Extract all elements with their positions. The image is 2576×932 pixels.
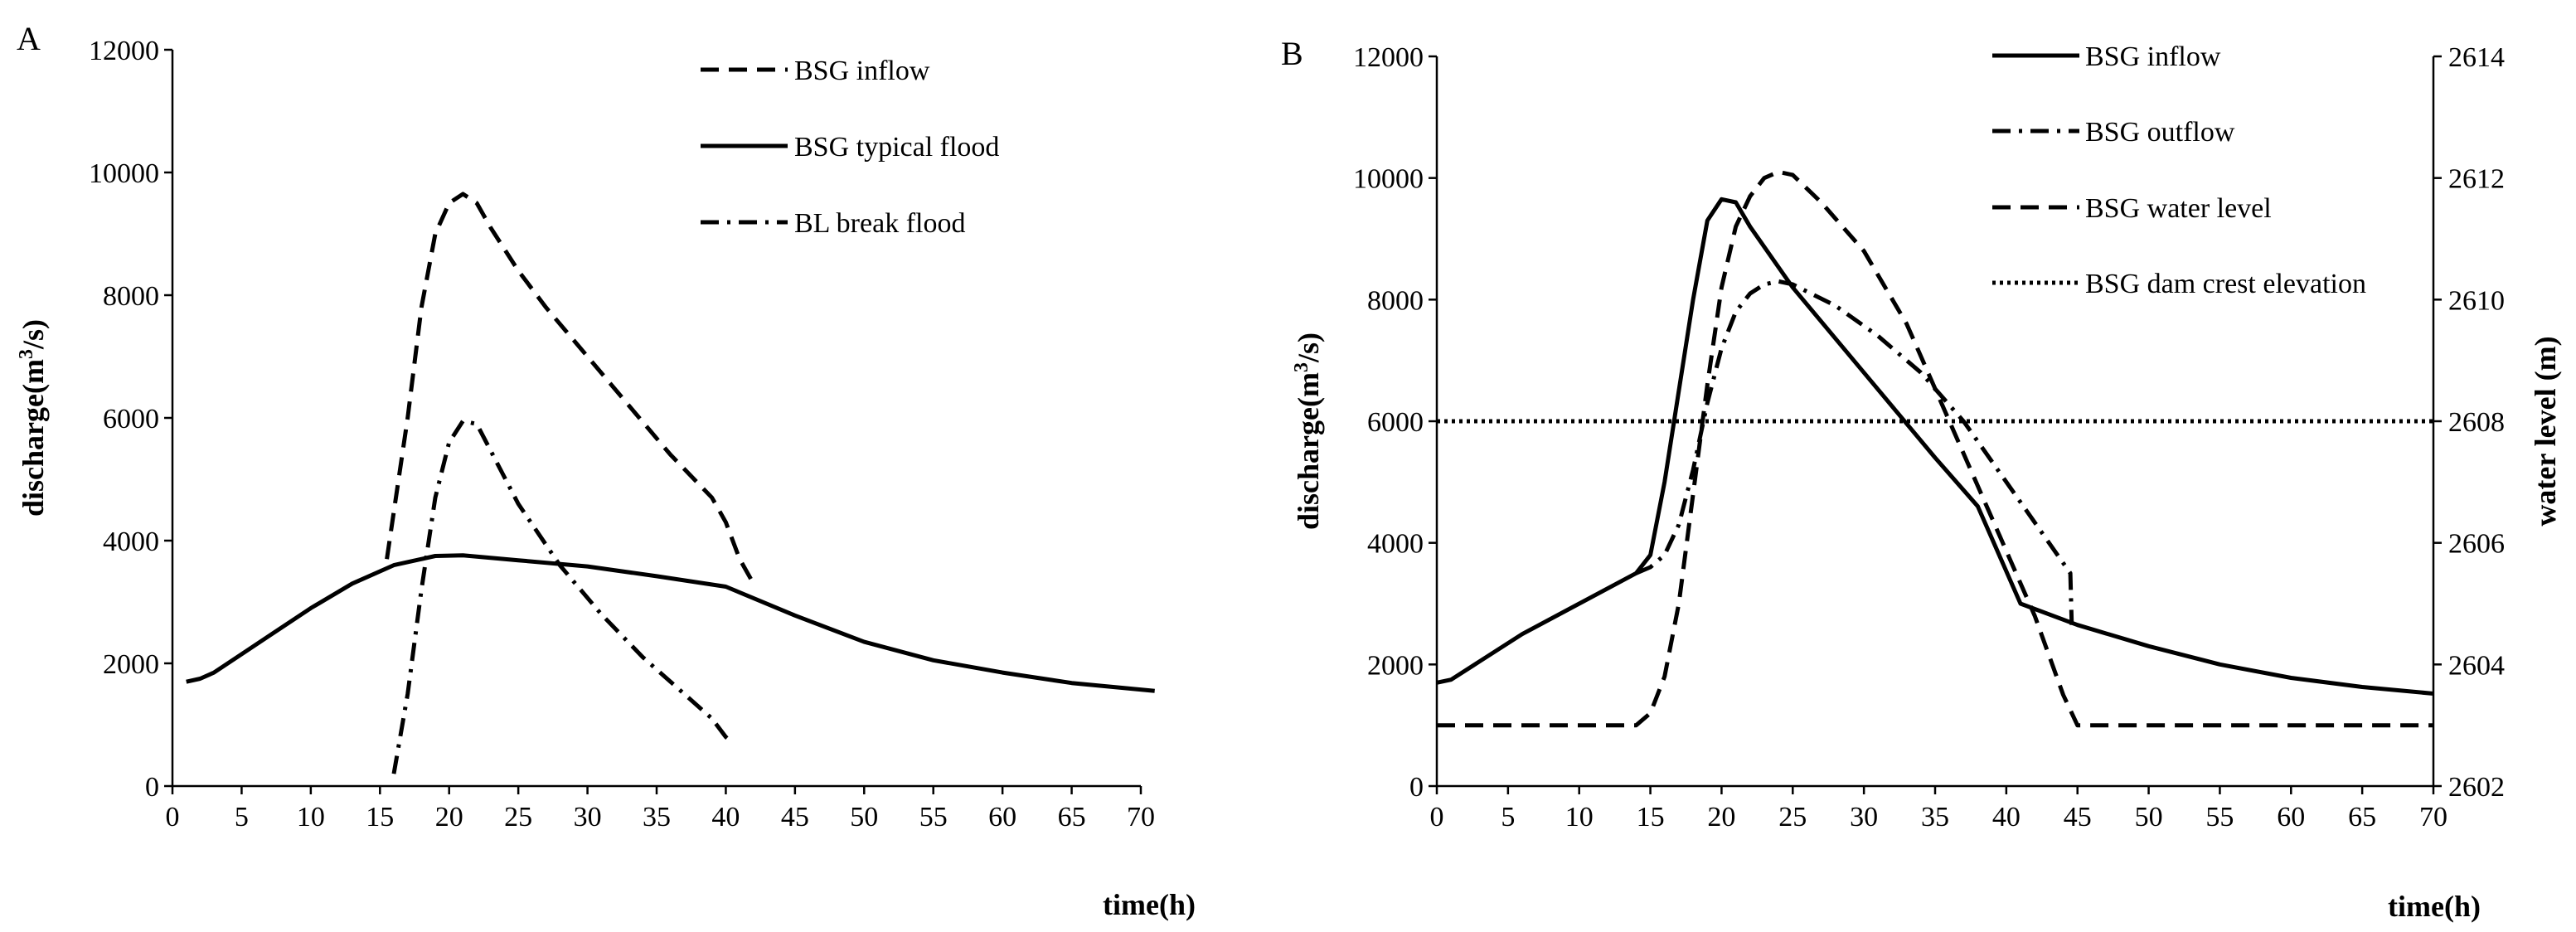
panel-a-x-ticks: 0 5 10 15 20 25 30 35 40 45 50 55 60 65 70	[166, 786, 1155, 832]
y-tick-label: 0	[1409, 772, 1424, 803]
y-tick-label: 8000	[103, 281, 159, 312]
x-tick-label: 65	[1058, 802, 1086, 832]
panel-letter-b: B	[1281, 35, 1303, 72]
panel-a-x-axis-title: time(h)	[1103, 888, 1196, 921]
x-tick-label: 50	[850, 802, 878, 832]
x-tick-label: 0	[1430, 802, 1444, 832]
panel-b-y2-ticks: 2602 2604 2606 2608 2610 2612 2614	[2433, 42, 2505, 803]
x-tick-label: 60	[2277, 802, 2305, 832]
panel-b-series	[1436, 169, 2434, 728]
panel-b-legend: BSG inflow BSG outflow BSG water level B…	[1992, 41, 2366, 299]
panel-a-y-ticks: 0 2000 4000 6000 8000 10000 12000	[89, 36, 172, 803]
x-tick-label: 20	[435, 802, 463, 832]
y-tick-label: 6000	[103, 404, 159, 434]
x-tick-label: 30	[1850, 802, 1878, 832]
x-tick-label: 55	[919, 802, 948, 832]
x-tick-label: 30	[574, 802, 602, 832]
series-line-bsg-inflow	[1436, 197, 2434, 696]
x-tick-label: 5	[1501, 802, 1515, 832]
panel-a-y-axis-title: discharge(m3/s)	[16, 319, 50, 517]
legend-label: BSG inflow	[2085, 41, 2221, 72]
panel-a-legend: BSG inflow BSG typical flood BL break fl…	[701, 56, 999, 239]
x-tick-label: 0	[166, 802, 180, 832]
panel-a-series	[186, 192, 1155, 774]
x-tick-label: 40	[711, 802, 740, 832]
y2-tick-label: 2606	[2448, 529, 2505, 560]
x-tick-label: 20	[1707, 802, 1735, 832]
panel-b-x-ticks: 0 5 10 15 20 25 30 35 40 45 50 55 60 65 70	[1430, 786, 2447, 832]
y2-tick-label: 2608	[2448, 407, 2505, 438]
legend-label: BSG dam crest elevation	[2085, 269, 2366, 299]
x-tick-label: 25	[1778, 802, 1807, 832]
x-tick-label: 15	[366, 802, 394, 832]
y-tick-label: 8000	[1367, 285, 1424, 316]
legend-label: BL break flood	[794, 208, 965, 239]
y-tick-label: 12000	[1353, 42, 1424, 73]
legend-label: BSG inflow	[794, 56, 930, 86]
x-tick-label: 60	[988, 802, 1016, 832]
y2-tick-label: 2602	[2448, 772, 2505, 803]
y-tick-label: 2000	[1367, 650, 1424, 681]
x-tick-label: 45	[2064, 802, 2092, 832]
chart-panel-a: A 0 5 10 15 20 25 30 35 40 45 50 55 60 65 70 0 2000 4000…	[16, 20, 1196, 921]
y-tick-label: 4000	[1367, 529, 1424, 560]
y-tick-label: 10000	[1353, 164, 1424, 195]
x-tick-label: 65	[2348, 802, 2376, 832]
x-tick-label: 5	[235, 802, 249, 832]
panel-letter-a: A	[17, 20, 41, 57]
series-line-bsg-inflow	[385, 192, 755, 585]
y2-tick-label: 2614	[2448, 42, 2505, 73]
panel-b-x-axis-title: time(h)	[2388, 890, 2481, 923]
legend-entry-bsg-inflow: BSG inflow	[1992, 41, 2221, 72]
x-tick-label: 15	[1637, 802, 1665, 832]
panel-b-y-axis-title: discharge(m3/s)	[1291, 333, 1325, 530]
y-tick-label: 2000	[103, 649, 159, 680]
x-tick-label: 35	[643, 802, 671, 832]
x-tick-label: 45	[781, 802, 809, 832]
y-tick-label: 6000	[1367, 407, 1424, 438]
series-line-bl-break-flood	[391, 419, 735, 774]
legend-label: BSG outflow	[2085, 117, 2235, 148]
legend-label: BSG typical flood	[794, 132, 999, 163]
legend-entry-bsg-inflow: BSG inflow	[701, 56, 930, 86]
legend-label: BSG water level	[2085, 193, 2272, 224]
x-tick-label: 10	[1565, 802, 1594, 832]
x-tick-label: 70	[2419, 802, 2447, 832]
x-tick-label: 50	[2135, 802, 2163, 832]
y2-tick-label: 2612	[2448, 164, 2505, 195]
series-line-bsg-typical-flood	[186, 553, 1155, 693]
y-tick-label: 12000	[89, 36, 159, 66]
legend-entry-bsg-water-level: BSG water level	[1992, 193, 2272, 224]
panel-b-y2-axis-title: water level (m)	[2529, 336, 2562, 526]
y2-tick-label: 2610	[2448, 285, 2505, 316]
x-tick-label: 25	[504, 802, 532, 832]
legend-entry-bsg-typical-flood: BSG typical flood	[701, 132, 999, 163]
chart-panel-b: B 0 5 10 15 20 25 30 35 40 45 50 55 60 65 70 0 2000 4000…	[1281, 35, 2562, 923]
x-tick-label: 55	[2205, 802, 2234, 832]
x-tick-label: 35	[1921, 802, 1949, 832]
x-tick-label: 10	[297, 802, 325, 832]
panel-b-y-ticks: 0 2000 4000 6000 8000 10000 12000	[1353, 42, 1437, 803]
series-line-bsg-outflow	[1635, 279, 2074, 625]
legend-entry-bsg-dam-crest-elevation: BSG dam crest elevation	[1992, 269, 2366, 299]
legend-entry-bl-break-flood: BL break flood	[701, 208, 965, 239]
y-tick-label: 4000	[103, 527, 159, 557]
y2-tick-label: 2604	[2448, 650, 2505, 681]
x-tick-label: 40	[1992, 802, 2021, 832]
y-tick-label: 0	[145, 772, 159, 803]
x-tick-label: 70	[1127, 802, 1155, 832]
legend-entry-bsg-outflow: BSG outflow	[1992, 117, 2235, 148]
y-tick-label: 10000	[89, 158, 159, 189]
series-line-bsg-water-level	[1437, 169, 2433, 728]
